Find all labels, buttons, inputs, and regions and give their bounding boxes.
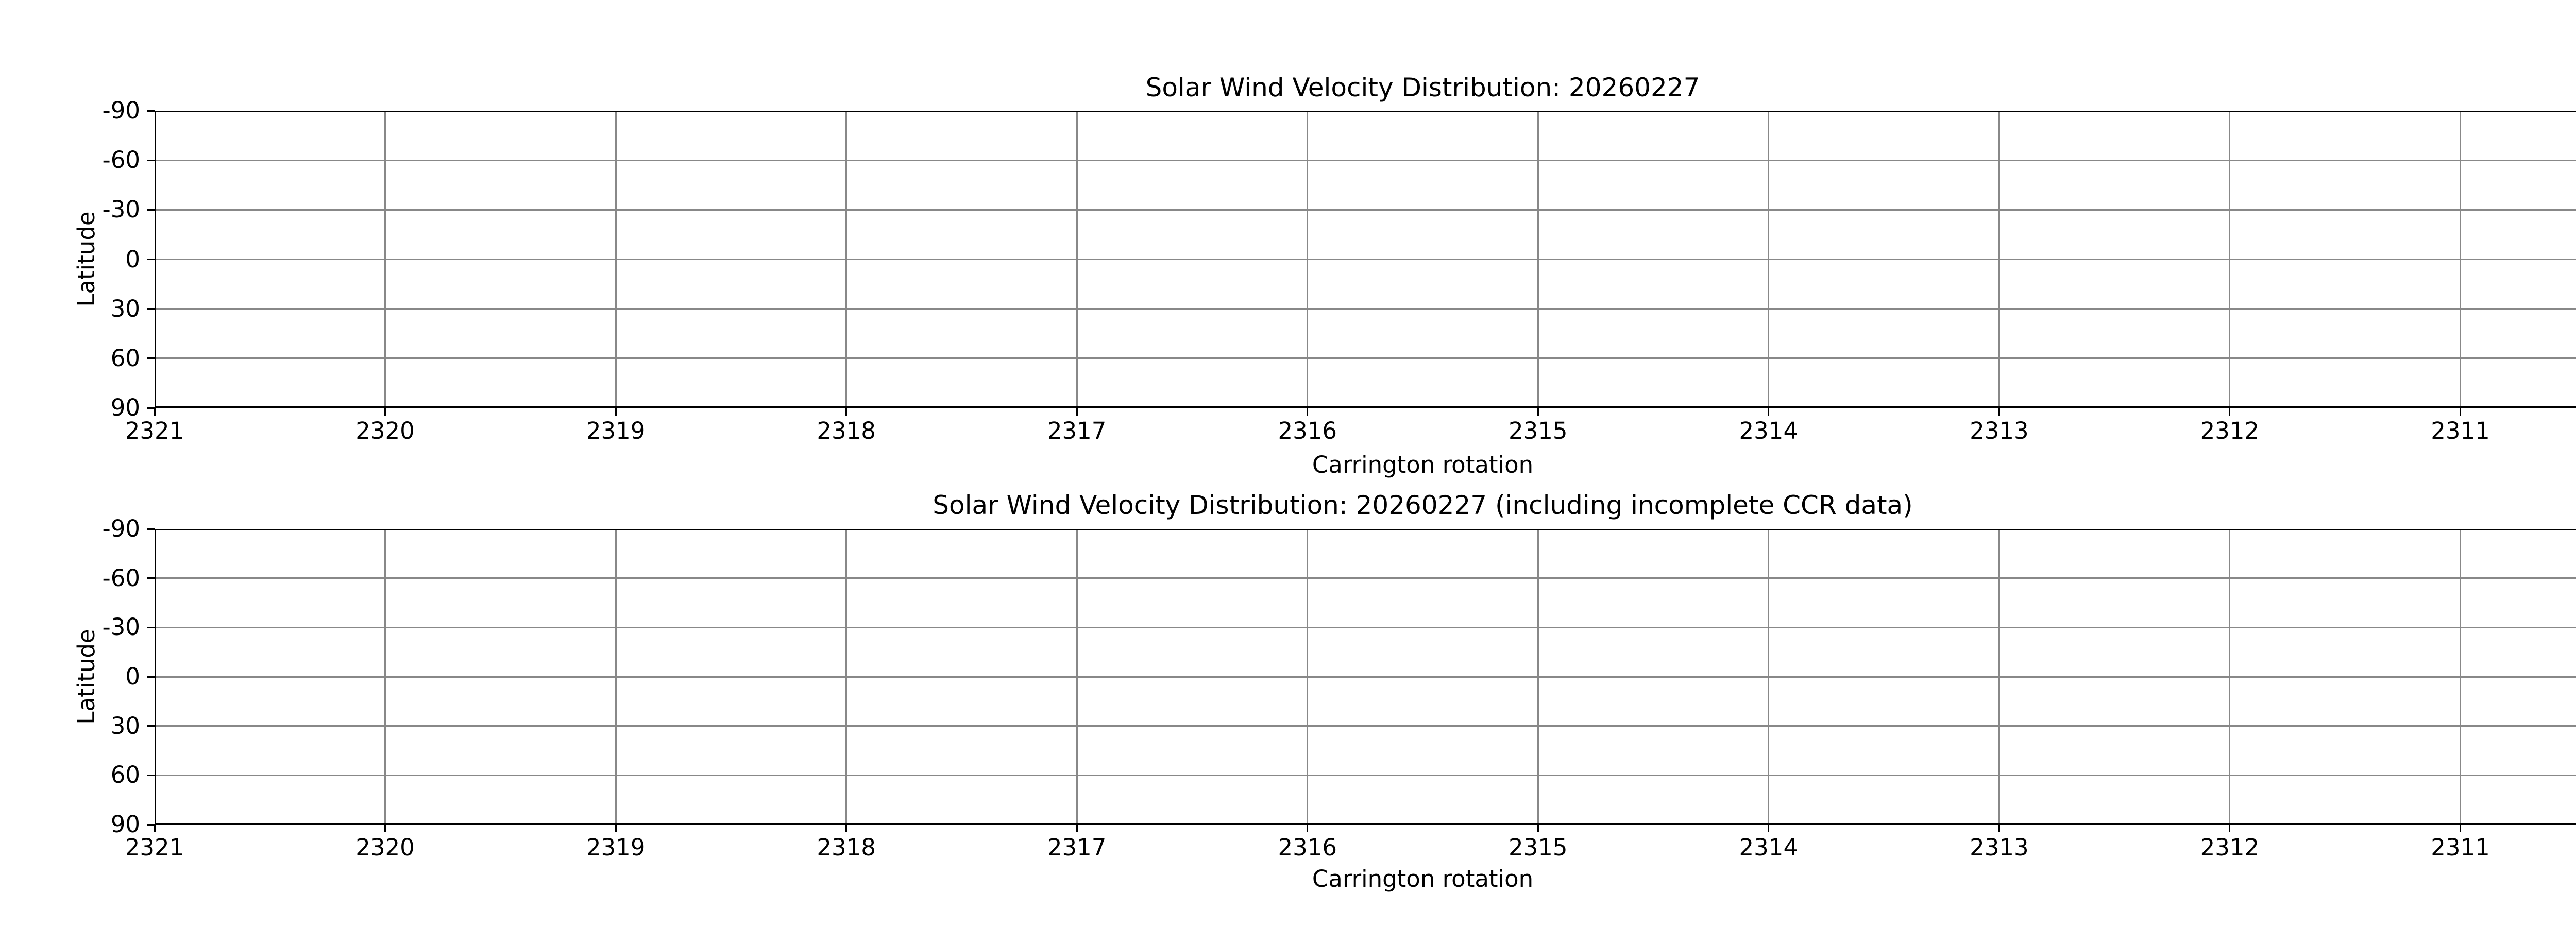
x-tick xyxy=(2459,408,2461,416)
y-tick-label: -30 xyxy=(102,613,141,641)
grid-line-horizontal xyxy=(155,159,2576,161)
x-tick-label: 2318 xyxy=(817,834,876,861)
grid-line-horizontal xyxy=(155,626,2576,628)
y-tick-label: 90 xyxy=(110,394,140,421)
grid-line-horizontal xyxy=(155,209,2576,211)
top-plot-axes xyxy=(155,111,2576,408)
grid-line-horizontal xyxy=(155,577,2576,579)
x-tick xyxy=(1768,825,1770,832)
x-tick xyxy=(1537,825,1539,832)
x-tick xyxy=(2229,408,2231,416)
bottom-plot-x-axis-label: Carrington rotation xyxy=(1312,865,1534,892)
y-tick-label: 60 xyxy=(110,344,140,372)
y-tick xyxy=(147,676,155,678)
grid-line-horizontal xyxy=(155,357,2576,359)
x-tick-label: 2312 xyxy=(2200,417,2260,444)
y-tick-label: 30 xyxy=(110,712,140,740)
x-tick-label: 2311 xyxy=(2431,417,2490,444)
y-tick xyxy=(147,528,155,530)
x-tick xyxy=(1307,408,1309,416)
x-tick xyxy=(1307,825,1309,832)
y-tick-label: -90 xyxy=(102,97,141,124)
y-tick-label: 60 xyxy=(110,761,140,789)
x-tick xyxy=(615,825,617,832)
x-tick-label: 2319 xyxy=(586,417,646,444)
bottom-plot-title: Solar Wind Velocity Distribution: 202602… xyxy=(933,490,1913,520)
top-plot-x-axis-label: Carrington rotation xyxy=(1312,451,1534,478)
x-tick-label: 2311 xyxy=(2431,834,2490,861)
grid-line-horizontal xyxy=(155,308,2576,310)
x-tick xyxy=(1768,408,1770,416)
x-tick-label: 2318 xyxy=(817,417,876,444)
y-tick-label: 90 xyxy=(110,811,140,838)
x-tick xyxy=(845,825,848,832)
top-plot-title: Solar Wind Velocity Distribution: 202602… xyxy=(1145,73,1700,102)
y-tick-label: 0 xyxy=(125,663,140,690)
x-tick-label: 2317 xyxy=(1047,417,1107,444)
y-tick-label: 0 xyxy=(125,245,140,273)
y-tick xyxy=(147,357,155,359)
x-tick xyxy=(615,408,617,416)
x-tick-label: 2313 xyxy=(1970,834,2029,861)
x-tick-label: 2315 xyxy=(1509,834,1568,861)
y-tick-label: 30 xyxy=(110,295,140,322)
y-tick-label: -30 xyxy=(102,196,141,224)
x-tick-label: 2321 xyxy=(125,834,184,861)
y-tick xyxy=(147,725,155,727)
x-tick xyxy=(845,408,848,416)
grid-line-horizontal xyxy=(155,676,2576,678)
x-tick xyxy=(384,408,386,416)
x-tick-label: 2314 xyxy=(1739,417,1799,444)
y-tick-label: -60 xyxy=(102,564,141,592)
x-tick xyxy=(154,408,156,416)
grid-line-horizontal xyxy=(155,774,2576,776)
grid-line-horizontal xyxy=(155,259,2576,260)
y-tick xyxy=(147,259,155,260)
y-tick xyxy=(147,159,155,161)
x-tick-label: 2316 xyxy=(1278,834,1337,861)
y-tick-label: -60 xyxy=(102,146,141,174)
x-tick xyxy=(154,825,156,832)
x-tick-label: 2314 xyxy=(1739,834,1799,861)
x-tick xyxy=(2229,825,2231,832)
x-tick xyxy=(1076,825,1078,832)
x-tick-label: 2315 xyxy=(1509,417,1568,444)
y-tick xyxy=(147,407,155,409)
y-tick xyxy=(147,209,155,211)
x-tick xyxy=(1998,408,2000,416)
x-tick-label: 2320 xyxy=(355,417,415,444)
x-tick xyxy=(2459,825,2461,832)
bottom-plot-axes xyxy=(155,529,2576,825)
x-tick xyxy=(1998,825,2000,832)
x-tick-label: 2316 xyxy=(1278,417,1337,444)
x-tick-label: 2321 xyxy=(125,417,184,444)
y-tick xyxy=(147,308,155,310)
y-tick xyxy=(147,577,155,579)
x-tick-label: 2312 xyxy=(2200,834,2260,861)
x-tick-label: 2319 xyxy=(586,834,646,861)
y-tick xyxy=(147,774,155,776)
y-tick xyxy=(147,823,155,826)
x-tick xyxy=(1537,408,1539,416)
x-tick xyxy=(1076,408,1078,416)
x-tick-label: 2317 xyxy=(1047,834,1107,861)
x-tick-label: 2320 xyxy=(355,834,415,861)
grid-line-horizontal xyxy=(155,725,2576,727)
y-tick xyxy=(147,110,155,112)
x-tick xyxy=(384,825,386,832)
y-tick-label: -90 xyxy=(102,515,141,542)
x-tick-label: 2313 xyxy=(1970,417,2029,444)
y-tick xyxy=(147,626,155,628)
